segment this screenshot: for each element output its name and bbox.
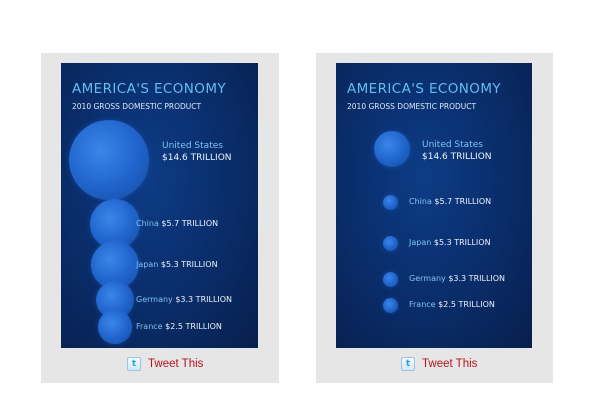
country-label: France [409, 300, 436, 309]
value-label: $5.3 TRILLION [433, 238, 491, 247]
data-label-germany: Germany $3.3 TRILLION [136, 295, 232, 304]
chart-poster: AMERICA'S ECONOMY 2010 GROSS DOMESTIC PR… [336, 63, 532, 348]
data-label-united-states: United States $14.6 TRILLION [162, 140, 232, 164]
twitter-icon: t [127, 357, 141, 371]
bubble-united-states [374, 131, 410, 167]
tweet-this-button[interactable]: t Tweet This [127, 357, 203, 371]
value-label: $5.3 TRILLION [160, 260, 218, 269]
data-label-germany: Germany $3.3 TRILLION [409, 274, 505, 283]
bubble-united-states [69, 120, 149, 200]
data-label-china: China $5.7 TRILLION [136, 219, 218, 228]
chart-title: AMERICA'S ECONOMY [347, 81, 502, 97]
infographic-card-area-scaled: AMERICA'S ECONOMY 2010 GROSS DOMESTIC PR… [41, 53, 279, 383]
data-label-japan: Japan $5.3 TRILLION [409, 238, 491, 247]
value-label: $3.3 TRILLION [175, 295, 233, 304]
value-label: $2.5 TRILLION [165, 322, 222, 331]
data-label-china: China $5.7 TRILLION [409, 197, 491, 206]
tweet-this-label: Tweet This [422, 358, 478, 370]
value-label: $2.5 TRILLION [438, 300, 495, 309]
value-label: $5.7 TRILLION [161, 219, 219, 228]
value-label: $14.6 TRILLION [162, 153, 232, 163]
tweet-this-button[interactable]: t Tweet This [401, 357, 477, 371]
value-label: $14.6 TRILLION [422, 152, 492, 162]
data-label-japan: Japan $5.3 TRILLION [136, 260, 218, 269]
country-label: China [136, 219, 159, 228]
infographic-card-radius-scaled: AMERICA'S ECONOMY 2010 GROSS DOMESTIC PR… [316, 53, 553, 383]
chart-subtitle: 2010 GROSS DOMESTIC PRODUCT [72, 102, 202, 111]
data-label-united-states: United States $14.6 TRILLION [422, 139, 492, 163]
bubble-china [90, 199, 140, 249]
twitter-icon: t [401, 357, 415, 371]
country-label: Germany [409, 274, 446, 283]
bubble-japan [382, 235, 398, 251]
country-label: United States [162, 141, 223, 151]
bubble-france [382, 297, 398, 313]
country-label: France [136, 322, 163, 331]
bubble-china [382, 194, 398, 210]
value-label: $5.7 TRILLION [434, 197, 492, 206]
country-label: China [409, 197, 432, 206]
tweet-this-label: Tweet This [148, 358, 204, 370]
country-label: Germany [136, 295, 173, 304]
data-label-france: France $2.5 TRILLION [136, 322, 222, 331]
data-label-france: France $2.5 TRILLION [409, 300, 495, 309]
country-label: Japan [409, 238, 432, 247]
bubble-france [98, 310, 132, 344]
chart-title: AMERICA'S ECONOMY [72, 81, 227, 97]
bubble-germany [382, 271, 398, 287]
country-label: Japan [136, 260, 159, 269]
value-label: $3.3 TRILLION [448, 274, 506, 283]
chart-subtitle: 2010 GROSS DOMESTIC PRODUCT [347, 102, 477, 111]
chart-poster: AMERICA'S ECONOMY 2010 GROSS DOMESTIC PR… [61, 63, 258, 348]
country-label: United States [422, 140, 483, 150]
